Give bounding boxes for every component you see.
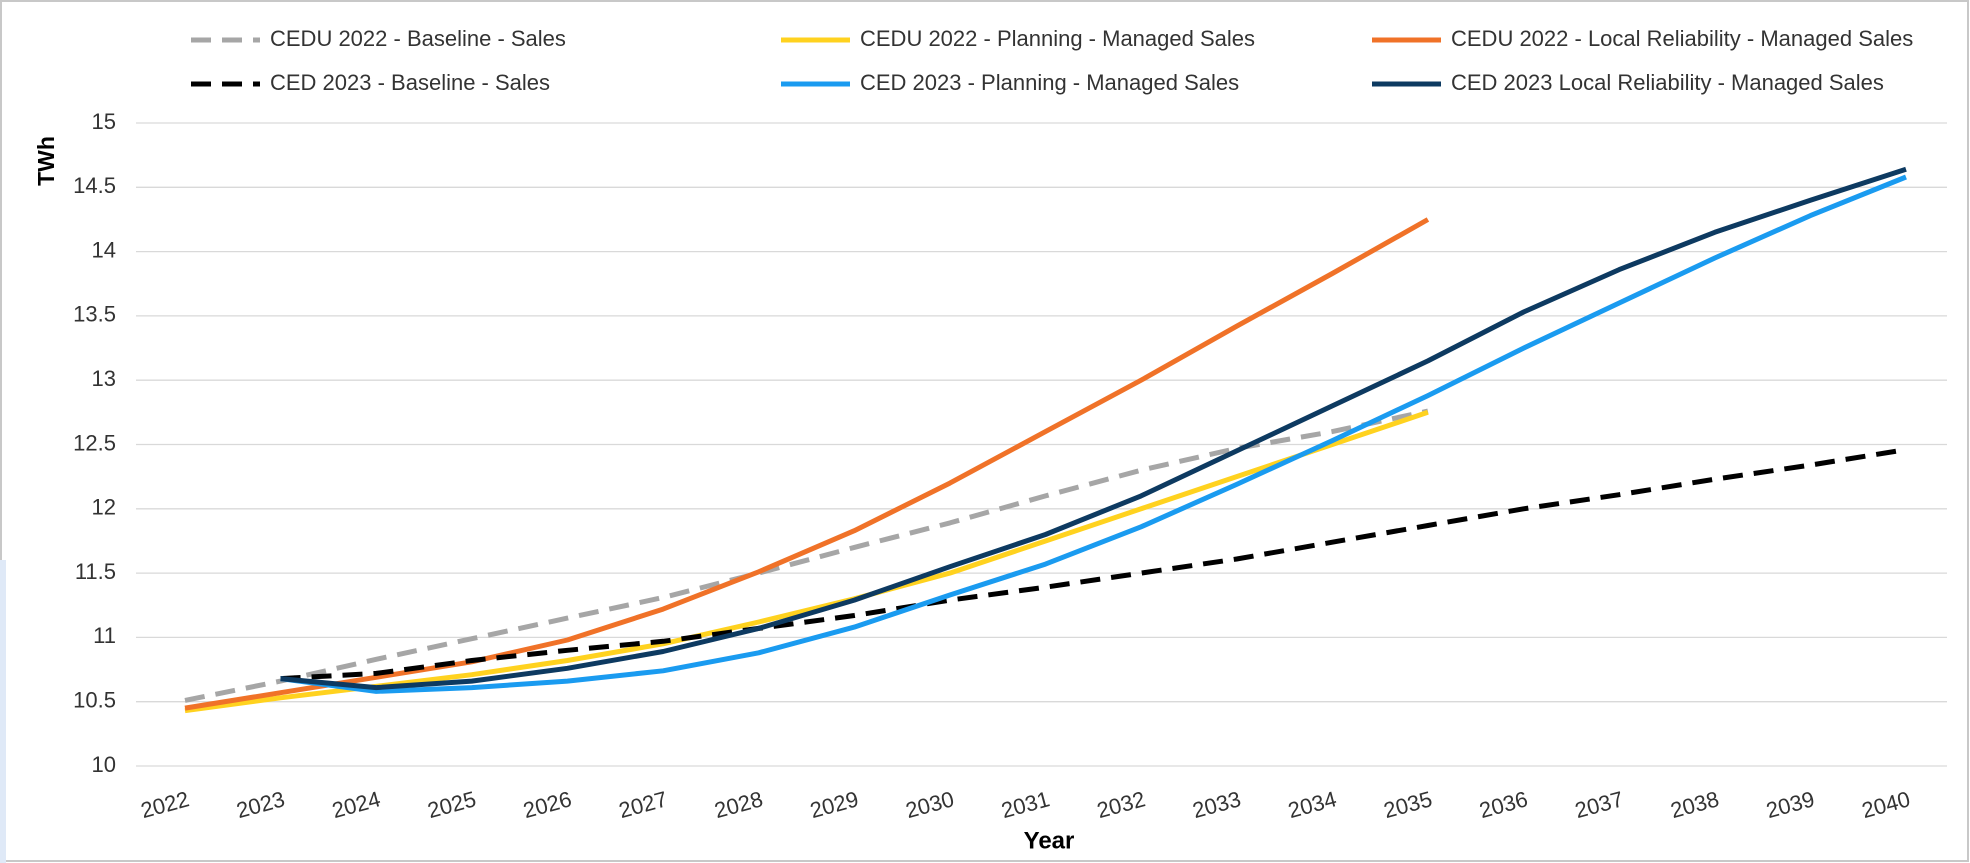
y-tick-label: 15	[92, 109, 116, 134]
y-tick-label: 11.5	[75, 559, 116, 584]
legend-label: CED 2023 - Baseline - Sales	[270, 70, 550, 95]
edge	[0, 560, 6, 863]
y-tick-label: 10.5	[73, 688, 116, 713]
y-tick-label: 13	[92, 366, 116, 391]
y-tick-label: 14	[92, 237, 116, 262]
y-tick-label: 14.5	[73, 173, 116, 198]
y-tick-label: 10	[92, 752, 116, 777]
y-tick-label: 12.5	[73, 430, 116, 455]
line	[280, 166, 1907, 691]
line	[280, 447, 1907, 682]
line	[280, 174, 1907, 694]
y-tick-label: 11	[93, 623, 116, 648]
legend-label: CEDU 2022 - Local Reliability - Managed …	[1451, 26, 1913, 51]
y-tick-label: 13.5	[73, 302, 116, 327]
y-axis-label: TWh	[33, 136, 59, 186]
legend-label: CED 2023 - Planning - Managed Sales	[860, 70, 1239, 95]
legend-label: CEDU 2022 - Baseline - Sales	[270, 26, 566, 51]
line	[184, 217, 1430, 711]
legend-label: CED 2023 Local Reliability - Managed Sal…	[1451, 70, 1884, 95]
x-axis-label: Year	[1024, 827, 1075, 854]
line	[184, 408, 1429, 703]
y-tick-label: 12	[92, 495, 116, 520]
legend-label: CEDU 2022 - Planning - Managed Sales	[860, 26, 1255, 51]
